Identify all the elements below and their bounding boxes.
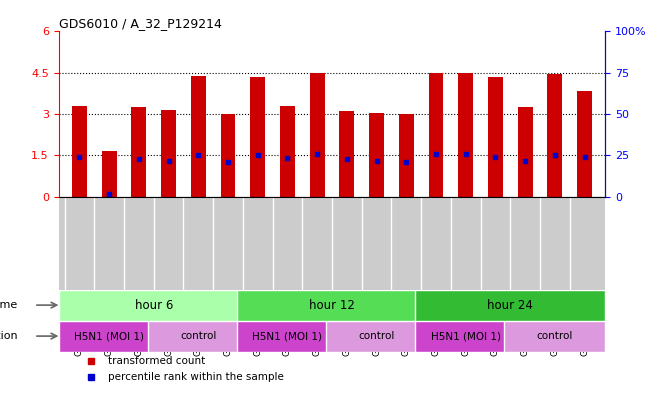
Text: control: control — [180, 331, 217, 341]
Bar — [221, 114, 236, 196]
Bar — [577, 91, 592, 196]
Text: H5N1 (MOI 1): H5N1 (MOI 1) — [431, 331, 501, 341]
Text: time: time — [0, 300, 18, 310]
Bar — [547, 74, 562, 196]
Bar — [428, 73, 443, 196]
Bar — [161, 110, 176, 196]
Bar — [326, 321, 427, 352]
Bar — [237, 321, 338, 352]
Bar — [102, 151, 117, 196]
Bar — [415, 290, 605, 321]
Bar — [339, 111, 354, 196]
Bar — [59, 321, 159, 352]
Text: GDS6010 / A_32_P129214: GDS6010 / A_32_P129214 — [59, 17, 221, 30]
Bar — [59, 290, 249, 321]
Bar — [280, 106, 295, 196]
Bar — [488, 77, 503, 196]
Bar — [148, 321, 249, 352]
Text: control: control — [359, 331, 395, 341]
Bar — [72, 106, 87, 196]
Bar — [369, 113, 384, 196]
Text: transformed count: transformed count — [108, 356, 205, 366]
Bar — [132, 107, 146, 196]
Bar — [399, 114, 414, 196]
Text: hour 12: hour 12 — [309, 299, 355, 312]
Text: hour 24: hour 24 — [488, 299, 533, 312]
Text: infection: infection — [0, 331, 18, 341]
Text: control: control — [536, 331, 573, 341]
Bar — [310, 73, 325, 196]
Bar — [250, 77, 265, 196]
Text: H5N1 (MOI 1): H5N1 (MOI 1) — [74, 331, 144, 341]
Bar — [518, 107, 533, 196]
Text: percentile rank within the sample: percentile rank within the sample — [108, 372, 284, 382]
Bar — [237, 290, 427, 321]
Bar — [415, 321, 516, 352]
Bar — [191, 75, 206, 196]
Bar — [458, 73, 473, 196]
Bar — [505, 321, 605, 352]
Text: hour 6: hour 6 — [135, 299, 173, 312]
Text: H5N1 (MOI 1): H5N1 (MOI 1) — [253, 331, 322, 341]
